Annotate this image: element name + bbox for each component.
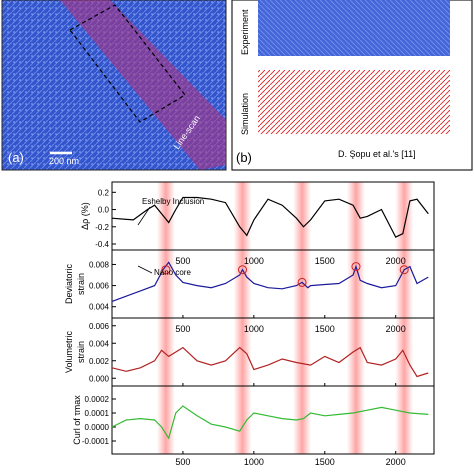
x-tick-label-2-0: 500: [175, 324, 190, 334]
x-tick-label-2-3: 2000: [386, 324, 406, 334]
annotation-eshelby: Eshelby Inclusion: [142, 197, 204, 206]
y-axis-label-1: Deviatoric: [64, 263, 74, 304]
panel-b: Experiment Simulation (b) D. Şopu et al.…: [231, 0, 473, 171]
y-tick-label-0-3: -0.4: [95, 240, 109, 249]
y-tick-label-0-2: -0.2: [95, 223, 109, 232]
nano-core-marker-4: [399, 265, 409, 275]
y-tick-label-3-2: 0.0000: [85, 423, 110, 432]
annotation-nano-core-arrow: [137, 265, 153, 274]
x-tick-label-3-1: 1000: [244, 457, 264, 467]
nano-core-marker-1: [238, 265, 248, 275]
nano-core-marker-2: [297, 277, 307, 287]
series-line-0-0: [111, 196, 429, 238]
scalebar-label: 200 nm: [49, 156, 79, 166]
x-tick-label-1-0: 500: [175, 256, 190, 266]
plot-frame-3: [111, 385, 435, 455]
series-line-1-0: [111, 261, 429, 302]
annotation-eshelby-arrow: [137, 206, 151, 226]
y-tick-label-1-0: 0.008: [89, 260, 110, 269]
simulation-label: Simulation: [240, 93, 250, 135]
citation: D. Şopu et al.'s [11]: [338, 149, 416, 159]
annotation-nano-core: Nano core: [154, 268, 191, 277]
simulation-image: [258, 70, 450, 134]
y-axis-label-3: Curl of τmax: [72, 395, 82, 445]
experiment-label: Experiment: [240, 9, 250, 55]
panel-a-label: (a): [8, 150, 24, 165]
x-tick-label-1-2: 1500: [315, 256, 335, 266]
x-tick-label-1-3: 2000: [386, 256, 406, 266]
y-axis-label-unit-1: strain: [76, 273, 86, 295]
x-tick-label-3-3: 2000: [386, 457, 406, 467]
y-tick-label-3-1: 0.0001: [85, 409, 110, 418]
nano-core-marker-3: [351, 262, 361, 272]
x-tick-label-2-2: 1500: [315, 324, 335, 334]
strain-charts: 0.2 0.0 -0.2 -0.4 Δρ (%) Eshelby Inclusion 0.0…: [64, 181, 435, 467]
series-line-2-0: [111, 346, 429, 378]
nano-core-marker-0: [161, 265, 171, 275]
y-tick-label-2-0: 0.006: [89, 322, 110, 331]
y-tick-label-3-3: -0.0001: [82, 437, 110, 446]
series-line-3-0: [111, 405, 429, 440]
y-tick-label-1-1: 0.006: [89, 282, 110, 291]
experiment-image: [258, 0, 450, 56]
x-tick-label-3-2: 1500: [315, 457, 335, 467]
y-axis-label-2: Volumetric: [64, 330, 74, 373]
y-tick-label-2-1: 0.004: [89, 339, 110, 348]
y-tick-label-0-0: 0.2: [98, 188, 110, 197]
x-tick-label-1-1: 1000: [244, 256, 264, 266]
y-tick-label-1-2: 0.004: [89, 303, 110, 312]
y-tick-label-0-1: 0.0: [98, 206, 110, 215]
panel-a: Line-scan (a) 200 nm: [1, 0, 227, 171]
x-tick-label-3-0: 500: [175, 457, 190, 467]
panel-b-label: (b): [236, 150, 252, 165]
y-tick-label-3-0: 0.0002: [85, 395, 110, 404]
shear-band: [60, 0, 226, 170]
y-axis-label-0: Δρ (%): [80, 202, 90, 230]
x-tick-label-2-1: 1000: [244, 324, 264, 334]
y-tick-label-2-2: 0.002: [89, 357, 110, 366]
y-axis-label-unit-2: strain: [76, 341, 86, 363]
y-tick-label-2-3: 0.000: [89, 374, 110, 383]
